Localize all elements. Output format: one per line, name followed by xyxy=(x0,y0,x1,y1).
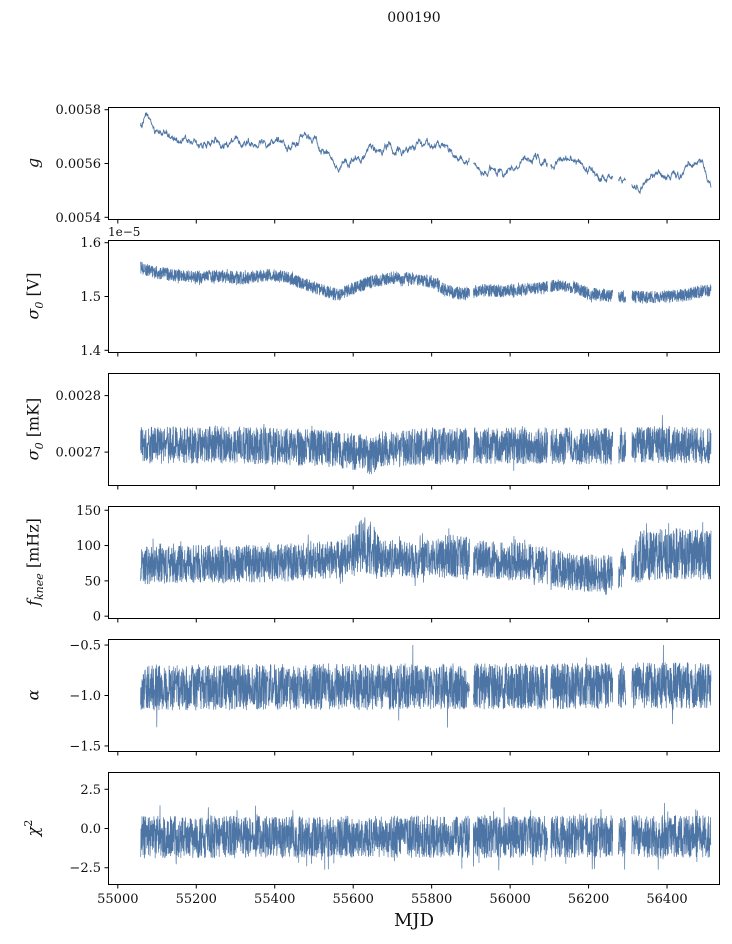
axes-spines xyxy=(108,240,720,353)
y-tick-label: 0.0 xyxy=(80,822,101,837)
data-line-sigma0_mK xyxy=(140,415,712,475)
y-axis-offset-text: 1e−5 xyxy=(108,225,140,239)
plot-svg-fknee: 0 50 100 150 xyxy=(76,504,720,625)
y-tick-label: 0.0028 xyxy=(56,389,102,404)
y-tick-label: 0.0058 xyxy=(56,103,102,118)
x-tick-label: 55800 xyxy=(411,892,452,907)
y-tick-label: −1.5 xyxy=(69,739,101,754)
y-tick-label: 2.5 xyxy=(80,783,101,798)
axes-spines xyxy=(108,639,720,752)
y-tick-label: −2.5 xyxy=(69,861,101,876)
data-line-g xyxy=(140,112,712,195)
x-tick-label: 55400 xyxy=(254,892,295,907)
subplot-sigma0-mk: σ0 [mK] 0.0027 0.0028 xyxy=(0,373,732,490)
x-tick-label: 55000 xyxy=(97,892,138,907)
y-tick-label: −1.0 xyxy=(69,689,101,704)
y-tick-label: −0.5 xyxy=(69,639,101,654)
axes-spines xyxy=(108,506,720,619)
subplot-alpha: α −1.5 −1.0 −0.5 xyxy=(0,639,732,756)
axes-spines xyxy=(108,772,720,885)
chart-title: 000190 xyxy=(387,10,441,26)
y-tick-label: 1.5 xyxy=(80,290,101,305)
plot-svg-alpha: −1.5 −1.0 −0.5 xyxy=(69,639,720,756)
plot-svg-sigma0-mk: 0.0027 0.0028 xyxy=(56,373,720,490)
y-tick-label: 50 xyxy=(84,574,101,589)
x-tick-label: 56200 xyxy=(568,892,609,907)
y-tick-label: 0.0056 xyxy=(56,157,102,172)
x-axis-label: MJD xyxy=(393,910,435,931)
plot-svg-chi2: −2.5 0.0 2.5 55000 55200 55400 55600 55800 56000… xyxy=(69,772,720,907)
y-tick-label: 0.0027 xyxy=(56,446,102,461)
data-line-alpha xyxy=(140,645,712,728)
axes-spines xyxy=(108,107,720,220)
plot-svg-g: 0.0054 0.0056 0.0058 xyxy=(56,103,720,226)
axes-spines xyxy=(108,373,720,486)
subplot-fknee: fknee [mHz] 0 50 100 150 xyxy=(0,504,732,625)
data-line-chi2 xyxy=(140,803,712,871)
y-tick-label: 1.6 xyxy=(80,236,101,251)
y-tick-label: 0 xyxy=(93,610,101,625)
subplot-g: g 0.0054 0.0056 0.0058 xyxy=(0,103,732,226)
y-tick-label: 150 xyxy=(76,504,101,519)
x-tick-label: 56000 xyxy=(489,892,530,907)
subplot-chi2: χ2 −2.5 0.0 2.5 55000 55200 55400 55600 55800 56… xyxy=(0,772,732,907)
data-line-f_knee xyxy=(140,517,712,595)
y-tick-label: 1.4 xyxy=(80,344,101,359)
x-tick-label: 55200 xyxy=(176,892,217,907)
x-tick-label: 56400 xyxy=(646,892,687,907)
data-line-sigma0_V xyxy=(140,261,712,304)
plot-svg-sigma0-v: 1.4 1.5 1.6 1e−5 xyxy=(80,225,720,359)
y-tick-label: 100 xyxy=(76,539,101,554)
y-tick-label: 0.0054 xyxy=(56,211,102,226)
subplot-sigma0-v: σ0 [V] 1.4 1.5 1.6 1e−5 xyxy=(0,225,732,359)
x-tick-label: 55600 xyxy=(333,892,374,907)
